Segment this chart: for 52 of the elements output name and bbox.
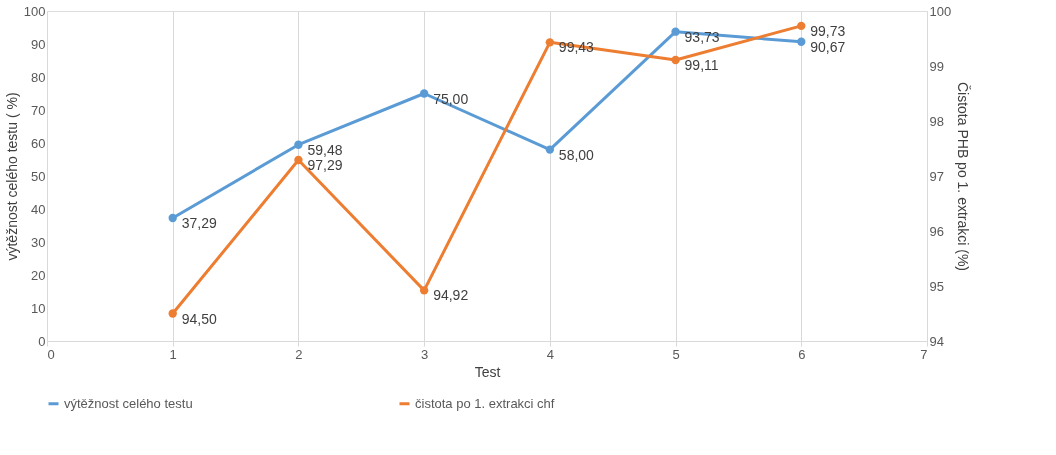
point xyxy=(294,155,303,165)
data-label: 99,11 xyxy=(684,56,719,73)
x-tick-label: 4 xyxy=(546,346,554,362)
y2-tick-label: 95 xyxy=(929,278,944,294)
point xyxy=(545,145,555,154)
x-tick-label: 6 xyxy=(798,346,806,362)
y-tick-label: 70 xyxy=(31,102,46,118)
y-tick-label: 50 xyxy=(31,168,46,184)
data-label: 97,29 xyxy=(307,157,343,174)
data-label: 59,48 xyxy=(307,141,343,158)
y-tick-label: 30 xyxy=(31,234,46,250)
x-tick-label: 2 xyxy=(295,346,303,362)
legend-label: výtěžnost celého testu xyxy=(64,395,193,411)
point xyxy=(294,140,303,149)
data-label: 94,92 xyxy=(433,287,469,304)
y2-tick-label: 99 xyxy=(929,58,944,74)
y-tick-label: 10 xyxy=(31,300,46,316)
point xyxy=(797,21,806,31)
x-tick-label: 3 xyxy=(421,346,429,362)
y2-tick-label: 97 xyxy=(929,168,944,184)
x-tick-label: 1 xyxy=(169,346,177,362)
y-tick-label: 90 xyxy=(31,36,46,52)
y-tick-label: 60 xyxy=(31,135,46,151)
point xyxy=(671,27,680,36)
point xyxy=(419,89,429,98)
data-label: 58,00 xyxy=(558,146,595,163)
data-label: 75,00 xyxy=(433,90,469,107)
y2-tick-label: 94 xyxy=(929,333,944,349)
y-tick-label: 40 xyxy=(31,201,46,217)
data-label: 94,50 xyxy=(181,310,217,327)
point xyxy=(419,286,429,295)
y-tick-label: 0 xyxy=(38,333,46,349)
y-tick-label: 100 xyxy=(23,3,46,19)
data-label: 90,67 xyxy=(810,38,846,55)
y-axis-title: výtěžnost celého testu ( %) xyxy=(3,92,20,261)
y2-tick-label: 98 xyxy=(929,113,944,129)
point xyxy=(671,55,680,65)
y-tick-label: 20 xyxy=(31,267,46,283)
data-label: 37,29 xyxy=(181,214,217,231)
y2-axis-title: Čistota PHB po 1. extrakci (%) xyxy=(955,81,972,272)
y2-tick-label: 100 xyxy=(929,3,952,19)
data-label: 99,73 xyxy=(810,22,846,39)
x-tick-label: 5 xyxy=(672,346,680,362)
y2-tick-label: 96 xyxy=(929,223,944,239)
y-tick-label: 80 xyxy=(31,69,46,85)
point xyxy=(168,309,177,318)
point xyxy=(168,213,177,223)
point xyxy=(797,37,806,46)
x-tick-label: 7 xyxy=(920,346,928,362)
x-axis-title: Test xyxy=(474,363,501,380)
point xyxy=(545,38,555,47)
legend-label: čistota po 1. extrakci chf xyxy=(415,395,555,411)
